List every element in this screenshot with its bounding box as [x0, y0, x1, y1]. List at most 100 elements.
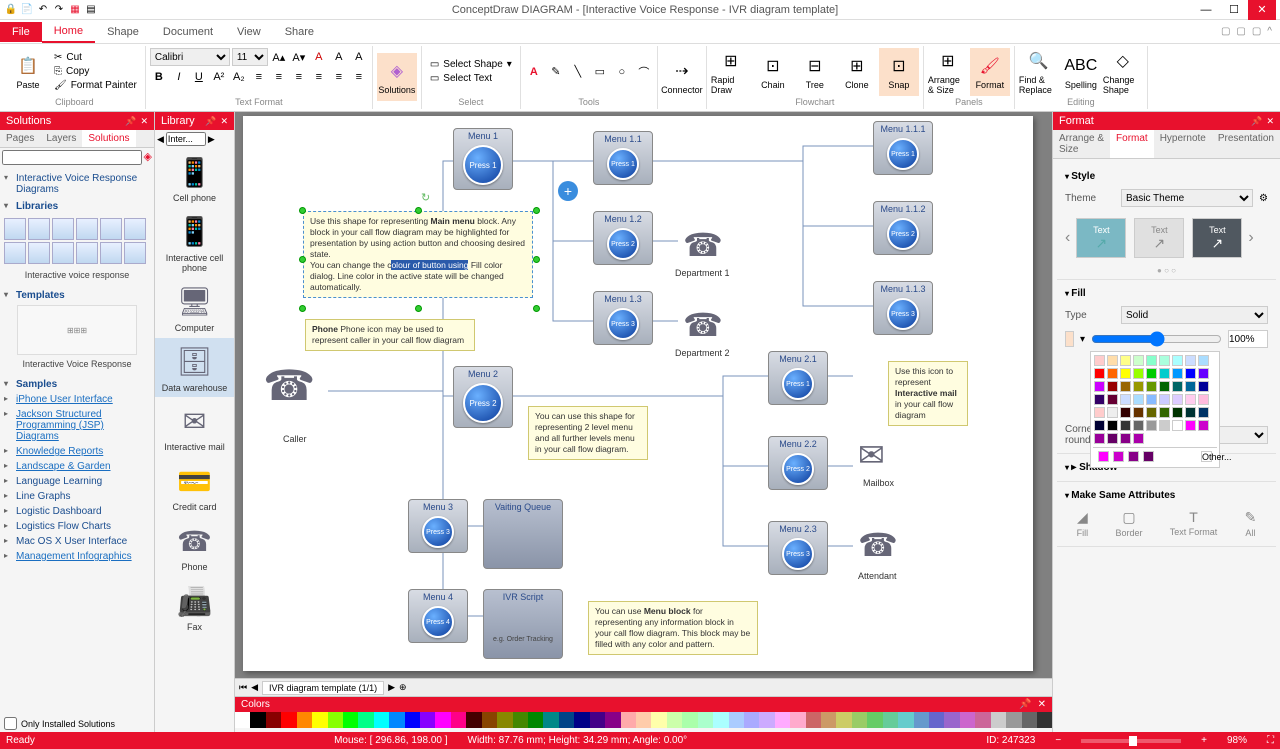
attr-textfmt-button[interactable]: TText Format	[1170, 509, 1218, 538]
node-menu21[interactable]: Menu 2.1Press 1	[768, 351, 828, 405]
fill-opacity-slider[interactable]	[1091, 330, 1222, 348]
paste-button[interactable]: 📋Paste	[8, 48, 48, 96]
superscript-icon[interactable]: A²	[210, 68, 228, 86]
theme-select[interactable]: Basic Theme	[1121, 189, 1253, 207]
ribbon-opt-icon[interactable]: ▢	[1252, 26, 1261, 37]
node-menu3[interactable]: Menu 3Press 3	[408, 499, 468, 553]
library-item[interactable]: 📱Cell phone	[155, 148, 234, 208]
save-icon[interactable]: ▦	[68, 3, 82, 17]
node-menu2[interactable]: Menu 2Press 2	[453, 366, 513, 428]
library-item[interactable]: 📠Fax	[155, 577, 234, 637]
node-menu113[interactable]: Menu 1.1.3Press 3	[873, 281, 933, 335]
arrange-size-button[interactable]: ⊞Arrange & Size	[928, 48, 968, 96]
tab-file[interactable]: File	[0, 22, 42, 42]
align-center-icon[interactable]: ≡	[270, 68, 288, 86]
open-icon[interactable]: ▤	[84, 3, 98, 17]
tree-templates[interactable]: Templates	[4, 286, 150, 303]
fullscreen-icon[interactable]: ⛶	[1267, 735, 1274, 746]
attr-fill-button[interactable]: ◢Fill	[1077, 509, 1089, 538]
bold-icon[interactable]: B	[150, 68, 168, 86]
shrink-font-icon[interactable]: A▾	[290, 48, 308, 66]
underline-icon[interactable]: U	[190, 68, 208, 86]
callout-main[interactable]: Use this shape for representing Main men…	[303, 211, 533, 298]
font-select[interactable]: Calibri	[150, 48, 230, 66]
diagram-page[interactable]: ☎ Caller Menu 1Press 1 Menu 1.1Press 1 M…	[243, 116, 1033, 671]
connector-button[interactable]: ⇢Connector	[662, 53, 702, 101]
tree-link[interactable]: Landscape & Garden	[4, 459, 150, 474]
new-icon[interactable]: 📄	[20, 3, 34, 17]
library-item[interactable]: 🖥Computer	[155, 278, 234, 338]
pin-icon[interactable]: 📌	[125, 116, 136, 127]
plus-button[interactable]: +	[558, 181, 578, 201]
theme-next-icon[interactable]: ›	[1248, 229, 1253, 247]
attr-all-button[interactable]: ✎All	[1245, 509, 1257, 538]
tree-link[interactable]: Jackson Structured Programming (JSP) Dia…	[4, 407, 150, 444]
dept1-icon[interactable]: ☎	[683, 226, 723, 264]
node-menu112[interactable]: Menu 1.1.2Press 2	[873, 201, 933, 255]
tool-ellipse-icon[interactable]: ○	[613, 63, 631, 81]
rapid-draw-button[interactable]: ⊞Rapid Draw	[711, 48, 751, 96]
tab-home[interactable]: Home	[42, 21, 95, 43]
gear-icon[interactable]: ⚙	[1259, 193, 1268, 204]
close-panel-icon[interactable]: ✕	[140, 116, 148, 127]
copy-button[interactable]: ⎘Copy	[50, 65, 141, 78]
color-picker-popup[interactable]: Other...	[1090, 351, 1220, 468]
colors-close-icon[interactable]: ✕	[1038, 699, 1046, 710]
redo-icon[interactable]: ↷	[52, 3, 66, 17]
spelling-button[interactable]: ABCSpelling	[1061, 48, 1101, 96]
tree-ivr-diagrams[interactable]: Interactive Voice Response Diagrams	[4, 171, 150, 197]
ribbon-collapse-icon[interactable]: ^	[1267, 26, 1272, 37]
library-item[interactable]: 🗄Data warehouse	[155, 338, 234, 398]
callout-mail[interactable]: Use this icon to represent Interactive m…	[888, 361, 968, 426]
ribbon-min-icon[interactable]: ▢	[1221, 26, 1230, 37]
callout-phone[interactable]: Phone Phone icon may be used to represen…	[305, 319, 475, 351]
node-menu12[interactable]: Menu 1.2Press 2	[593, 211, 653, 265]
tree-link[interactable]: Logistic Dashboard	[4, 504, 150, 519]
tab-shape[interactable]: Shape	[95, 22, 151, 42]
theme-card-2[interactable]: Text↗	[1134, 218, 1184, 258]
node-menu23[interactable]: Menu 2.3Press 3	[768, 521, 828, 575]
theme-card-1[interactable]: Text↗	[1076, 218, 1126, 258]
tab-document[interactable]: Document	[151, 22, 225, 42]
tab-view[interactable]: View	[225, 22, 273, 42]
fill-opacity-input[interactable]	[1228, 330, 1268, 348]
library-item[interactable]: ☎Phone	[155, 517, 234, 577]
theme-prev-icon[interactable]: ‹	[1065, 229, 1070, 247]
format-panel-button[interactable]: 🖌Format	[970, 48, 1010, 96]
change-shape-button[interactable]: ◇Change Shape	[1103, 48, 1143, 96]
library-search-input[interactable]	[166, 132, 206, 146]
search-icon[interactable]: ◈	[144, 150, 152, 165]
cut-button[interactable]: ✂Cut	[50, 51, 141, 64]
colors-pin-icon[interactable]: 📌	[1019, 699, 1031, 710]
dept2-icon[interactable]: ☎	[683, 306, 723, 344]
canvas[interactable]: ☎ Caller Menu 1Press 1 Menu 1.1Press 1 M…	[235, 112, 1052, 678]
select-shape-button[interactable]: ▭Select Shape▾	[426, 58, 516, 71]
fontsize-select[interactable]: 11	[232, 48, 268, 66]
node-waiting-queue[interactable]: Vaiting Queue	[483, 499, 563, 569]
lib-close-icon[interactable]: ✕	[220, 116, 228, 127]
node-ivr-script[interactable]: IVR Scripte.g. Order Tracking	[483, 589, 563, 659]
tree-link[interactable]: Language Learning	[4, 474, 150, 489]
italic-icon[interactable]: I	[170, 68, 188, 86]
tree-link[interactable]: Logistics Flow Charts	[4, 519, 150, 534]
node-menu111[interactable]: Menu 1.1.1Press 1	[873, 121, 933, 175]
undo-icon[interactable]: ↶	[36, 3, 50, 17]
snap-button[interactable]: ⊡Snap	[879, 48, 919, 96]
tool-arc-icon[interactable]: ⌒	[635, 63, 653, 81]
next-page-icon[interactable]: ▶	[388, 682, 395, 693]
zoom-slider[interactable]	[1081, 739, 1181, 743]
align-mid-icon[interactable]: ≡	[330, 68, 348, 86]
mailbox-icon[interactable]: ✉	[858, 436, 885, 474]
tab-presentation[interactable]: Presentation	[1212, 130, 1280, 158]
tree-link[interactable]: Line Graphs	[4, 489, 150, 504]
tool-text-icon[interactable]: A	[525, 63, 543, 81]
only-installed-checkbox[interactable]	[4, 717, 17, 730]
library-item[interactable]: 📱Interactive cell phone	[155, 208, 234, 278]
ribbon-help-icon[interactable]: ▢	[1236, 26, 1245, 37]
node-menu13[interactable]: Menu 1.3Press 3	[593, 291, 653, 345]
color-strip[interactable]	[235, 712, 1052, 728]
select-text-button[interactable]: ▭Select Text	[426, 72, 516, 85]
add-page-icon[interactable]: ⊕	[399, 682, 407, 693]
node-menu22[interactable]: Menu 2.2Press 2	[768, 436, 828, 490]
tree-link[interactable]: iPhone User Interface	[4, 392, 150, 407]
